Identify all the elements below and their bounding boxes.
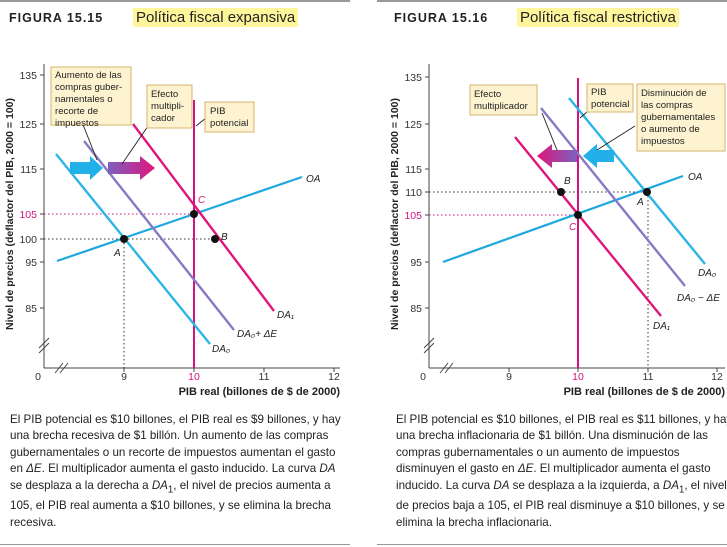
x-axis-label: PIB real (billones de $ de 2000) bbox=[564, 386, 726, 398]
x-tick-9: 9 bbox=[121, 371, 127, 383]
note-potential-box bbox=[586, 83, 634, 113]
curve-da1 bbox=[132, 123, 275, 312]
x-tick-11: 11 bbox=[643, 371, 654, 383]
point-a-label: A bbox=[636, 197, 644, 208]
axis-break-marks bbox=[38, 337, 69, 374]
y-tick-105: 105 bbox=[404, 210, 422, 222]
note-multiplier: Efecto multipli- cador bbox=[151, 89, 187, 124]
point-a-label: A bbox=[113, 248, 121, 259]
note-change: Aumento de las compras guber- namentales… bbox=[55, 70, 125, 129]
y-ticks bbox=[40, 74, 44, 309]
top-rule bbox=[0, 0, 350, 2]
label-da1: DA₁ bbox=[653, 321, 670, 332]
curve-da0 bbox=[55, 153, 211, 345]
figure-label: FIGURA 15.16 bbox=[394, 11, 489, 25]
shift-arrow-change bbox=[70, 156, 103, 180]
figure-caption: El PIB potencial es $10 billones, el PIB… bbox=[396, 413, 727, 529]
x-tick-11: 11 bbox=[259, 371, 270, 383]
y-tick-135: 135 bbox=[404, 72, 422, 84]
bottom-rule bbox=[0, 544, 350, 545]
point-c-label: C bbox=[198, 195, 206, 206]
y-tick-105: 105 bbox=[19, 209, 37, 221]
note-change-box bbox=[50, 66, 132, 126]
bottom-rule bbox=[377, 544, 727, 545]
note-multiplier: Efecto multiplicador bbox=[474, 89, 529, 112]
point-b-label: B bbox=[221, 232, 228, 243]
pointer-potential bbox=[195, 117, 207, 127]
y-tick-135: 135 bbox=[19, 70, 37, 82]
label-oa: OA bbox=[306, 174, 321, 185]
x-tick-10: 10 bbox=[188, 371, 200, 383]
pointer-change bbox=[596, 125, 636, 151]
y-tick-110: 110 bbox=[405, 187, 422, 199]
axis-break-marks bbox=[423, 337, 454, 374]
figure-15-16: FIGURA 15.16 Política fiscal restrictiva… bbox=[377, 0, 727, 547]
top-rule bbox=[377, 0, 727, 2]
y-tick-95: 95 bbox=[410, 257, 422, 269]
x-ticks bbox=[123, 368, 335, 372]
y-tick-100: 100 bbox=[19, 234, 37, 246]
figure-title: Política fiscal restrictiva bbox=[517, 8, 679, 27]
note-potential: PIB potencial bbox=[210, 106, 248, 129]
pointer-potential bbox=[579, 111, 588, 119]
point-c bbox=[574, 211, 582, 219]
label-da0: DA₀ bbox=[698, 268, 716, 279]
figure-caption: El PIB potencial es $10 billones, el PIB… bbox=[10, 413, 341, 529]
y-axis-label: Nivel de precios (deflactor del PIB, 200… bbox=[4, 98, 16, 330]
curve-da0-plus bbox=[83, 140, 235, 331]
chart-expansive: Nivel de precios (deflactor del PIB, 200… bbox=[4, 64, 341, 398]
figure-title: Política fiscal expansiva bbox=[133, 8, 299, 27]
figure-15-15: FIGURA 15.15 Política fiscal expansiva N… bbox=[0, 0, 350, 547]
note-multiplier-box bbox=[469, 84, 538, 116]
curve-da1 bbox=[514, 136, 662, 317]
note-change-box bbox=[636, 83, 726, 152]
point-a bbox=[643, 188, 651, 196]
point-a bbox=[120, 235, 128, 243]
note-change: Disminución de las compras gubernamental… bbox=[641, 88, 718, 147]
note-potential-box bbox=[204, 101, 255, 133]
point-b bbox=[557, 188, 565, 196]
y-axis-label: Nivel de precios (deflactor del PIB, 200… bbox=[389, 98, 401, 330]
y-tick-115: 115 bbox=[405, 164, 422, 176]
y-tick-125: 125 bbox=[404, 119, 422, 131]
label-da0-plus: DA₀+ ΔE bbox=[237, 329, 277, 340]
y-tick-125: 125 bbox=[19, 119, 37, 131]
origin-label: 0 bbox=[35, 371, 41, 383]
note-potential: PIB potencial bbox=[591, 87, 629, 110]
y-tick-85: 85 bbox=[25, 303, 37, 315]
chart-contractive: Nivel de precios (deflactor del PIB, 200… bbox=[389, 64, 726, 398]
curve-oa bbox=[56, 175, 303, 263]
curve-oa bbox=[442, 174, 684, 264]
note-multiplier-box bbox=[146, 84, 193, 129]
origin-label: 0 bbox=[420, 371, 426, 383]
y-tick-85: 85 bbox=[410, 303, 422, 315]
shift-arrow-multiplier bbox=[108, 156, 155, 180]
x-tick-9: 9 bbox=[506, 371, 512, 383]
x-axis-label: PIB real (billones de $ de 2000) bbox=[179, 386, 341, 398]
pointer-multiplier bbox=[541, 112, 558, 151]
x-tick-12: 12 bbox=[328, 371, 340, 383]
y-tick-115: 115 bbox=[20, 164, 37, 176]
shift-arrow-change bbox=[583, 144, 614, 168]
curve-da0 bbox=[568, 97, 706, 265]
curve-da0-minus bbox=[540, 107, 686, 287]
label-da0-minus: DA₀ − ΔE bbox=[677, 293, 720, 304]
point-c bbox=[190, 210, 198, 218]
figure-label: FIGURA 15.15 bbox=[9, 11, 104, 25]
y-tick-95: 95 bbox=[25, 257, 37, 269]
label-oa: OA bbox=[688, 172, 703, 183]
label-da1: DA₁ bbox=[277, 310, 294, 321]
x-tick-12: 12 bbox=[711, 371, 723, 383]
x-tick-10: 10 bbox=[572, 371, 584, 383]
label-da0: DA₀ bbox=[212, 344, 230, 355]
point-c-label: C bbox=[569, 222, 577, 233]
y-ticks bbox=[425, 76, 429, 309]
point-b-label: B bbox=[564, 176, 571, 187]
shift-arrow-multiplier bbox=[537, 144, 577, 168]
x-ticks bbox=[508, 368, 718, 372]
point-b bbox=[211, 235, 219, 243]
